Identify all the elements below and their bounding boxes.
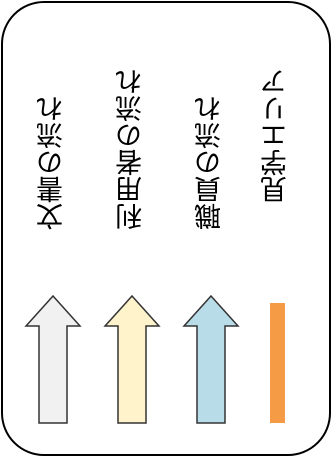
staff-flow-arrow-icon <box>182 294 240 424</box>
document-flow-label: 文書の流れ <box>37 95 68 230</box>
user-flow-label: 利用者の流れ <box>116 68 147 230</box>
tour-area-label: 見学エリア <box>261 68 292 203</box>
document-flow-arrow-icon <box>24 294 82 424</box>
user-flow-arrow-icon <box>103 294 161 424</box>
tour-area-bar-icon <box>270 303 285 423</box>
staff-flow-label: 職員の流れ <box>195 95 226 230</box>
